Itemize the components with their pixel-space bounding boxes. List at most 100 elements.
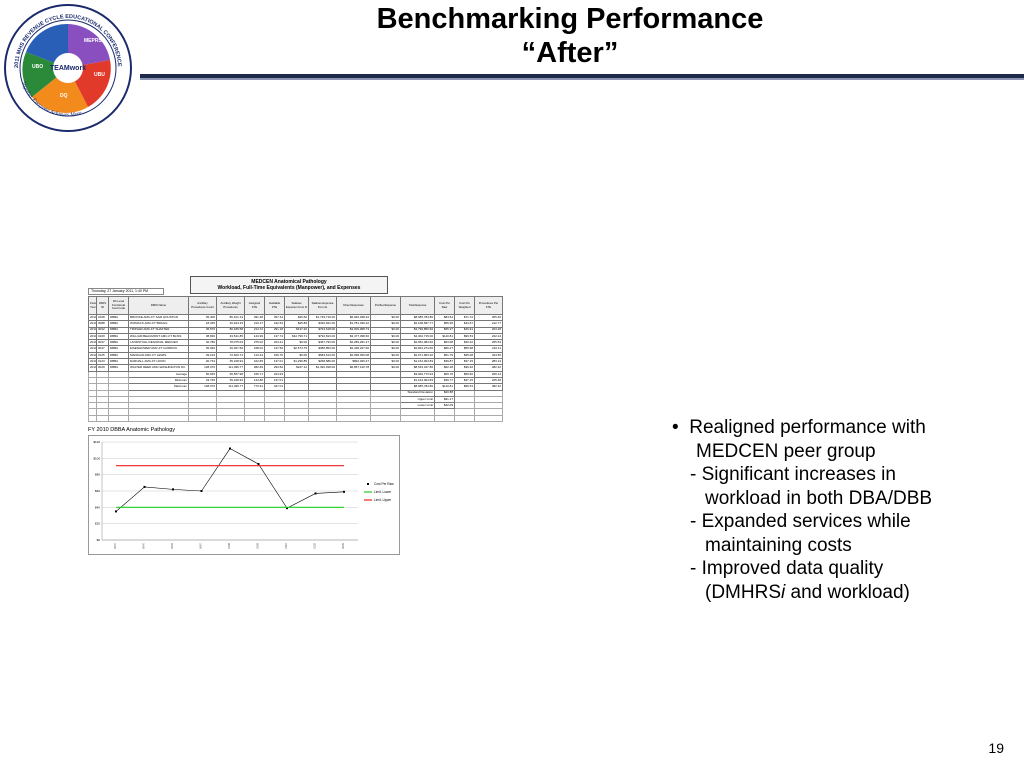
data-point [229,447,231,450]
stat-row: Standard Deviation $20.88 [88,389,503,397]
y-tick-label: $40 [95,505,100,509]
stat-row: Lower Limit $42.09 [88,402,503,410]
table-cell [284,414,309,423]
table-cell [434,414,455,423]
table-cell: 203.28 [474,326,503,334]
column-header: Available FTE [264,296,285,315]
data-point [286,507,288,510]
table-cell [474,414,503,423]
y-tick-label: $60 [95,489,100,493]
column-header: Ancillary Weight Procedures [216,296,245,315]
svg-text:TEAMwork: TEAMwork [50,65,86,72]
sub-bullet-3-pre: (DMHRS [705,581,781,603]
table-cell [88,414,97,423]
svg-text:UBO: UBO [32,64,43,70]
benchmark-table: MEDCEN Anatomical Pathology Workload, Fu… [88,276,503,423]
sub-bullet-3-post: and workload) [785,581,910,603]
legend-label: Limit, Lower [374,490,392,494]
bullet-1-cont: MEDCEN peer group [696,440,876,462]
column-header: Salaries Expense From D [284,296,309,315]
table-cell [474,402,503,410]
table-cell [308,414,337,423]
column-header: Total Expense [400,296,435,315]
column-header: DMIS Name [128,296,189,315]
table-cell [454,414,475,423]
table-cell: 283.13 [474,358,503,366]
x-tick-label: 0029 [341,542,345,548]
bullet-1-text: Realigned performance with [689,417,926,438]
chart-frame [88,435,400,555]
slide-title-line2: “After” [521,37,619,69]
svg-text:MEPRS: MEPRS [84,38,102,44]
legend-label: Limit, Upper [374,498,392,502]
table-date: Thursday, 27 January 2011, 1:40 PM [88,288,164,295]
column-header: Procedures Per FTE [474,296,503,315]
sub-bullet-3-cont: (DMHRSi and workload) [672,581,1002,605]
data-point [172,488,174,491]
data-point [314,492,317,495]
table-cell [370,414,401,423]
y-tick-label: $120 [93,440,100,444]
table-row: 2010 0109 DBBA WILLIAM BEAUMONT AMC-FT BLIS… [88,332,503,341]
column-header: Assigned FTE [244,296,265,315]
table-cell [400,414,435,423]
slide-title: Benchmarking Performance “After” [240,2,900,70]
column-header: Cost Per Raw [434,296,455,315]
data-point [343,490,345,493]
table-row: 2010 0125 DBBA MADIGAN AMC-FT LEWIS 49,193 72… [88,351,503,360]
table-header-line2: Workload, Full-Time Equivalents (Manpowe… [217,285,361,291]
table-cell: 305.46 [474,313,503,322]
table-row-empty [88,414,503,423]
table-cell [108,414,129,423]
table-row: 2010 0029 DBBA WALTER REED AMC-WASHINGTON D… [88,364,503,372]
table-cell [96,414,109,423]
summary-row: Minimum 23,730 35,228.94 144.80 137.01 $1,164… [88,376,503,385]
y-tick-label: $0 [97,538,101,542]
chart-title: FY 2010 DBBA Anatomic Pathology [88,427,176,433]
table-cell: 225.48 [474,376,503,385]
table-header: MEDCEN Anatomical Pathology Workload, Fu… [190,276,388,294]
table-row: 2010 0123 DBBA DARNALL AMC-FT HOOD 20,734 35,… [88,358,503,366]
table-cell [128,414,189,423]
page-number: 19 [988,740,1004,756]
table-cell [474,389,503,397]
x-tick-label: 0108 [227,542,231,548]
slide-title-line1: Benchmarking Performance [376,3,764,35]
y-tick-label: $80 [95,473,100,477]
sub-bullet-3: - Improved data quality [690,558,884,579]
svg-text:UBU: UBU [94,72,105,78]
stat-row: Upper Limit $91.17 [88,395,503,404]
bullet-1: • Realigned performance with [672,417,926,438]
data-point [257,463,260,466]
conference-logo: TEAMwork MEPRS UBU DQ UBO 2011 MHS REVEN… [4,4,132,132]
table-row: 2010 0037 DBBA LANDSTUHL REGIONAL MEDCEN 46,… [88,339,503,347]
x-tick-label: 0110 [284,542,288,548]
table-header-line1: MEDCEN Anatomical Pathology [251,279,327,285]
sub-bullet-1: - Significant increases in [690,464,896,485]
x-tick-label: 0067 [199,542,203,548]
table-cell [216,414,245,423]
table-cell [474,395,503,404]
svg-text:DQ: DQ [60,93,68,99]
table-cell: 266.14 [474,370,503,378]
table-cell: 255.54 [474,339,503,347]
table-cell [244,414,265,423]
column-header: Cost Per Weighted [454,296,475,315]
table-cell: 482.32 [474,364,503,372]
column-header: Salaries Expense From E [308,296,337,315]
column-header: Direct Expenses [336,296,371,315]
table-row: 2010 0047 DBBA EISENHOWER AMC-FT GORDON 35,9… [88,345,503,353]
table-row: 2010 0108 DBBA BROOKE AMC-FT SAM HOUSTON 35,… [88,313,503,322]
table-cell: 324.50 [474,351,503,360]
table-cell [336,414,371,423]
table-cell: 242.11 [474,345,503,353]
column-header: Ancillary Procedures Count [188,296,217,315]
table-body: 2010 0108 DBBA BROOKE AMC-FT SAM HOUSTON 35,… [88,313,503,423]
table-cell [188,414,217,423]
x-tick-label: 0052 [170,542,174,548]
sub-bullet-2: - Expanded services while [690,511,911,532]
sub-bullet-1-cont: workload in both DBA/DBB [705,487,933,509]
column-header: Purified Expense [370,296,401,315]
table-cell: 222.24 [474,332,503,341]
sub-bullet-3-italic: i [781,581,786,603]
